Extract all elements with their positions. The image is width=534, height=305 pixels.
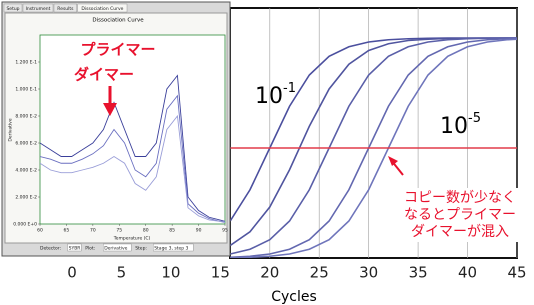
x-tick-label: 65: [64, 228, 70, 234]
control-label: SYBR: [69, 245, 81, 251]
x-tick-label: 60: [37, 228, 43, 234]
page: {"chart_data": [ {"type": "line", "x_lab…: [0, 0, 534, 305]
tab-label: Instrument: [26, 6, 51, 12]
y-tick-label: 8.000 E-2: [15, 114, 37, 120]
x-tick-label: 35: [409, 264, 428, 282]
annotation: コピー数が少なく: [404, 190, 516, 206]
x-axis-label: Cycles: [271, 289, 317, 305]
x-tick-label: 25: [310, 264, 329, 282]
x-tick-label: 40: [458, 264, 477, 282]
tab-label: Setup: [6, 6, 19, 12]
x-tick-label: 20: [260, 264, 279, 282]
x-tick-label: 75: [116, 228, 122, 234]
chart: 10-1 10-5 コピー数が少なく なるとプライマー ダイマーが混入 Cycl…: [0, 0, 534, 305]
tab-label: Dissociation Curve: [81, 6, 123, 12]
control-label: Step:: [135, 245, 147, 251]
inset-plot: [40, 35, 225, 224]
control-label: Plot:: [85, 245, 95, 251]
inset-title: Dissociation Curve: [92, 18, 144, 24]
annotation: プライマー: [80, 41, 155, 59]
x-axis-label: Temperature (C): [113, 236, 151, 242]
y-axis-label: Derivative: [8, 118, 14, 141]
x-tick-label: 5: [117, 264, 127, 282]
x-tick-label: 80: [143, 228, 149, 234]
x-tick-label: 70: [90, 228, 96, 234]
label-base: 10: [440, 114, 468, 139]
dissociation-window: Setup Instrument Results Dissociation Curve…: [2, 2, 230, 256]
annotation: ダイマー: [74, 66, 134, 84]
x-tick-label: 15: [211, 264, 230, 282]
y-tick-label: 6.000 E-2: [15, 141, 37, 147]
x-tick-label: 95: [222, 228, 228, 234]
y-tick-label: 0.000 E+0: [13, 222, 37, 228]
y-tick-label: 1.200 E-1: [15, 60, 37, 66]
control-label: Derivative: [104, 245, 127, 251]
label-exponent: -5: [468, 111, 481, 126]
y-tick-label: 1.000 E-1: [15, 87, 37, 93]
x-tick-label: 0: [67, 264, 77, 282]
y-tick-label: 2.000 E-2: [15, 195, 37, 201]
tab-label: Results: [57, 6, 74, 12]
control-label: Detector:: [40, 245, 61, 251]
x-tick-label: 90: [196, 228, 202, 234]
x-tick-label: 85: [169, 228, 175, 234]
control-label: Stage 3, step 3: [154, 245, 188, 251]
x-tick-label: 30: [359, 264, 378, 282]
annotation: なるとプライマー: [404, 207, 516, 223]
x-tick-label: 10: [161, 264, 180, 282]
label-exponent: -1: [283, 81, 296, 96]
x-tick-label: 45: [507, 264, 526, 282]
annotation: ダイマーが混入: [411, 224, 509, 240]
label-base: 10: [255, 84, 283, 109]
y-tick-label: 4.000 E-2: [15, 168, 37, 174]
